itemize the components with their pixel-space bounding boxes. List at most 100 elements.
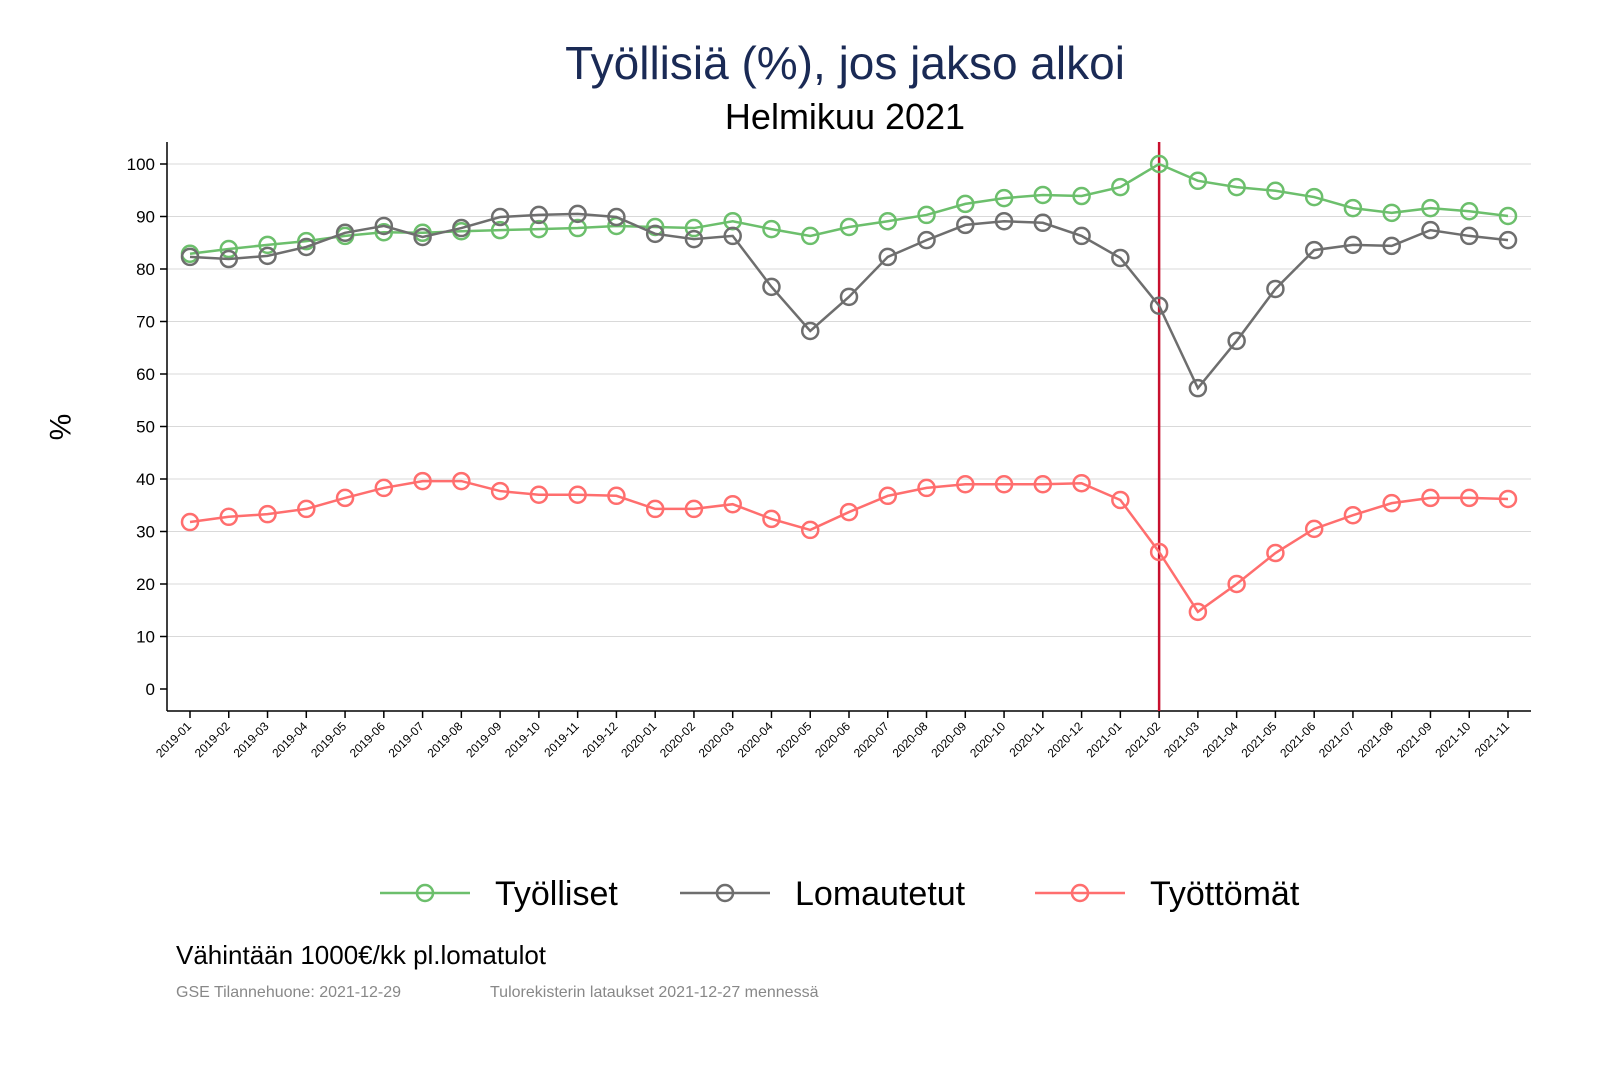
data-point	[1149, 154, 1169, 174]
x-tick-label: 2021-11	[1472, 719, 1513, 760]
data-point	[568, 218, 587, 238]
y-tick-label: 60	[136, 365, 155, 384]
chart-title: Työllisiä (%), jos jakso alkoi	[565, 37, 1125, 89]
data-point	[800, 520, 820, 540]
data-point	[452, 471, 471, 491]
data-point	[684, 218, 704, 238]
data-point	[1111, 490, 1130, 510]
legend-label: Lomautetut	[795, 875, 966, 913]
data-point	[1033, 185, 1053, 205]
data-point	[723, 226, 742, 246]
x-tick-label: 2019-06	[347, 719, 388, 760]
data-point	[917, 478, 936, 498]
data-point	[1343, 505, 1363, 525]
x-tick-label: 2019-03	[231, 719, 272, 760]
data-point	[1266, 279, 1285, 299]
data-point	[374, 216, 394, 236]
data-point	[762, 277, 781, 297]
data-point	[452, 218, 471, 238]
data-point	[568, 204, 587, 224]
x-tick-label: 2021-04	[1200, 719, 1241, 760]
data-point	[956, 194, 975, 214]
legend-marker	[415, 883, 435, 903]
data-point	[762, 219, 781, 239]
data-point	[956, 215, 975, 235]
data-point	[1227, 177, 1246, 197]
data-point	[568, 485, 587, 504]
data-point	[1111, 177, 1130, 197]
data-point	[839, 287, 859, 307]
data-point	[180, 512, 200, 532]
data-point	[297, 499, 316, 519]
data-point	[374, 223, 394, 242]
data-point	[1072, 226, 1091, 246]
data-point	[1304, 519, 1324, 539]
data-point	[1266, 543, 1285, 563]
y-tick-label: 50	[136, 418, 155, 437]
data-point	[800, 226, 820, 246]
x-tick-label: 2020-06	[812, 719, 853, 760]
data-point	[335, 223, 355, 243]
x-tick-label: 2020-04	[735, 719, 776, 760]
y-tick-label: 70	[136, 313, 155, 332]
y-tick-label: 100	[127, 155, 155, 174]
data-point	[956, 475, 975, 494]
x-tick-label: 2021-03	[1161, 719, 1202, 760]
x-tick-label: 2019-11	[541, 719, 582, 760]
data-point	[490, 220, 510, 240]
legend-label: Työttömät	[1150, 875, 1300, 913]
data-point	[1459, 488, 1479, 508]
series-line-Työttömät	[189, 479, 1509, 614]
data-point	[1343, 235, 1363, 255]
x-tick-label: 2019-04	[269, 719, 310, 760]
data-point	[723, 494, 742, 514]
data-point	[1188, 378, 1208, 398]
data-point	[1421, 220, 1440, 240]
data-point	[1498, 489, 1518, 509]
data-point	[1072, 473, 1091, 493]
data-point	[490, 207, 510, 227]
data-point	[1033, 213, 1053, 233]
data-point	[723, 211, 742, 231]
x-tick-label: 2021-08	[1355, 719, 1396, 760]
data-point	[1421, 198, 1440, 218]
x-tick-label: 2020-11	[1007, 719, 1048, 760]
y-tick-label: 30	[136, 523, 155, 542]
y-tick-label: 10	[136, 628, 155, 647]
data-point	[1498, 230, 1518, 250]
data-point	[684, 229, 704, 249]
data-point	[1111, 248, 1130, 268]
x-tick-label: 2020-10	[967, 719, 1008, 760]
data-point	[258, 246, 277, 266]
data-point	[258, 235, 277, 255]
data-point	[258, 504, 277, 524]
x-tick-label: 2020-02	[657, 719, 698, 760]
data-point	[219, 239, 239, 259]
data-point	[1343, 198, 1363, 218]
x-tick-label: 2020-03	[696, 719, 737, 760]
data-point	[684, 499, 704, 519]
x-tick-label: 2019-01	[153, 719, 194, 760]
x-tick-label: 2019-12	[579, 719, 620, 760]
x-tick-label: 2019-10	[502, 719, 543, 760]
x-tick-label: 2019-02	[192, 719, 233, 760]
data-point	[878, 247, 898, 267]
x-tick-label: 2021-09	[1394, 719, 1435, 760]
data-point	[994, 188, 1014, 208]
data-point	[917, 230, 936, 250]
x-tick-label: 2020-07	[851, 719, 892, 760]
data-point	[180, 247, 200, 267]
y-tick-label: 0	[146, 680, 155, 699]
data-point	[1459, 202, 1479, 221]
data-point	[994, 475, 1014, 494]
data-point	[1304, 187, 1324, 207]
data-point	[335, 488, 355, 508]
data-point	[1382, 203, 1401, 223]
x-tick-label: 2021-07	[1316, 719, 1357, 760]
x-tick-label: 2020-01	[618, 719, 659, 760]
source-right: Tulorekisterin lataukset 2021-12-27 menn…	[490, 984, 819, 1001]
data-point	[800, 321, 820, 341]
legend-marker	[1070, 883, 1090, 903]
series-line-Lomautetut	[189, 212, 1509, 391]
